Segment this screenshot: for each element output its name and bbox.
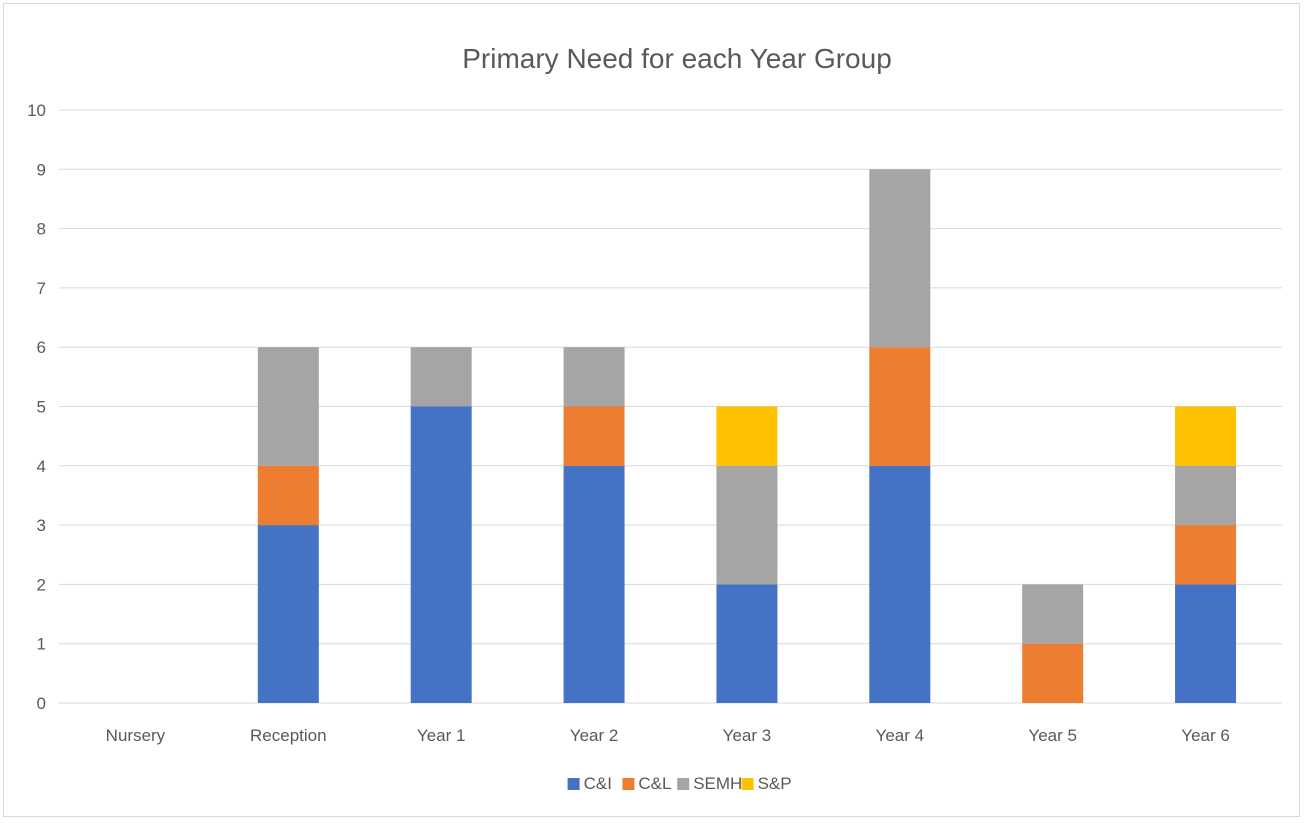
- chart-title: Primary Need for each Year Group: [462, 43, 892, 74]
- y-tick-label: 3: [37, 516, 46, 535]
- stacked-bar-chart: Primary Need for each Year Group 0 1 2 3 4 5 6…: [27, 43, 1282, 793]
- legend-label: S&P: [758, 774, 792, 793]
- y-tick-label: 8: [37, 220, 46, 239]
- x-tick-label: Year 5: [1028, 726, 1077, 745]
- gridlines: [59, 109, 1282, 704]
- x-tick-label: Year 6: [1181, 726, 1230, 745]
- bar-segment: [1175, 525, 1237, 585]
- bar-segment: [1175, 406, 1237, 466]
- bar-segment: [410, 406, 472, 703]
- x-tick-label: Nursery: [106, 726, 166, 745]
- bar-segment: [563, 347, 625, 407]
- y-axis-tick-labels: 0 1 2 3 4 5 6 7 8 9 10: [27, 101, 46, 713]
- x-tick-label: Year 3: [723, 726, 772, 745]
- x-tick-label: Year 4: [876, 726, 925, 745]
- y-tick-label: 5: [37, 398, 46, 417]
- legend: C&I C&L SEMH S&P: [567, 774, 792, 793]
- bar-segment: [869, 465, 931, 703]
- bar-segment: [1175, 584, 1237, 703]
- y-tick-label: 1: [37, 635, 46, 654]
- bar-segment: [410, 347, 472, 407]
- legend-label: C&I: [584, 774, 612, 793]
- y-tick-label: 0: [37, 694, 46, 713]
- bar-segment: [716, 584, 778, 703]
- y-tick-label: 7: [37, 279, 46, 298]
- x-tick-label: Reception: [250, 726, 327, 745]
- legend-label: SEMH: [693, 774, 742, 793]
- bar-segment: [869, 169, 931, 348]
- bar-segment: [563, 406, 625, 466]
- bars: [257, 169, 1237, 703]
- bar-segment: [257, 525, 319, 703]
- bar-segment: [1022, 643, 1084, 703]
- legend-label: C&L: [638, 774, 671, 793]
- legend-swatch: [622, 778, 635, 790]
- bar-segment: [1175, 465, 1237, 526]
- chart-frame: Primary Need for each Year Group 0 1 2 3 4 5 6…: [3, 3, 1300, 817]
- y-tick-label: 2: [37, 575, 46, 594]
- legend-swatch: [677, 778, 690, 790]
- y-tick-label: 6: [37, 338, 46, 357]
- bar-segment: [869, 347, 931, 466]
- x-tick-label: Year 2: [570, 726, 619, 745]
- y-tick-label: 9: [37, 160, 46, 179]
- y-tick-label: 10: [27, 101, 46, 120]
- bar-segment: [716, 465, 778, 585]
- bar-segment: [257, 465, 319, 526]
- y-tick-label: 4: [37, 457, 46, 476]
- bar-segment: [716, 406, 778, 466]
- bar-segment: [563, 465, 625, 703]
- x-tick-label: Year 1: [417, 726, 466, 745]
- bar-segment: [1022, 584, 1084, 644]
- legend-swatch: [567, 778, 580, 790]
- legend-swatch: [741, 778, 754, 790]
- bar-segment: [257, 347, 319, 466]
- x-axis-tick-labels: Nursery Reception Year 1 Year 2 Year 3 Year 4…: [106, 726, 1230, 745]
